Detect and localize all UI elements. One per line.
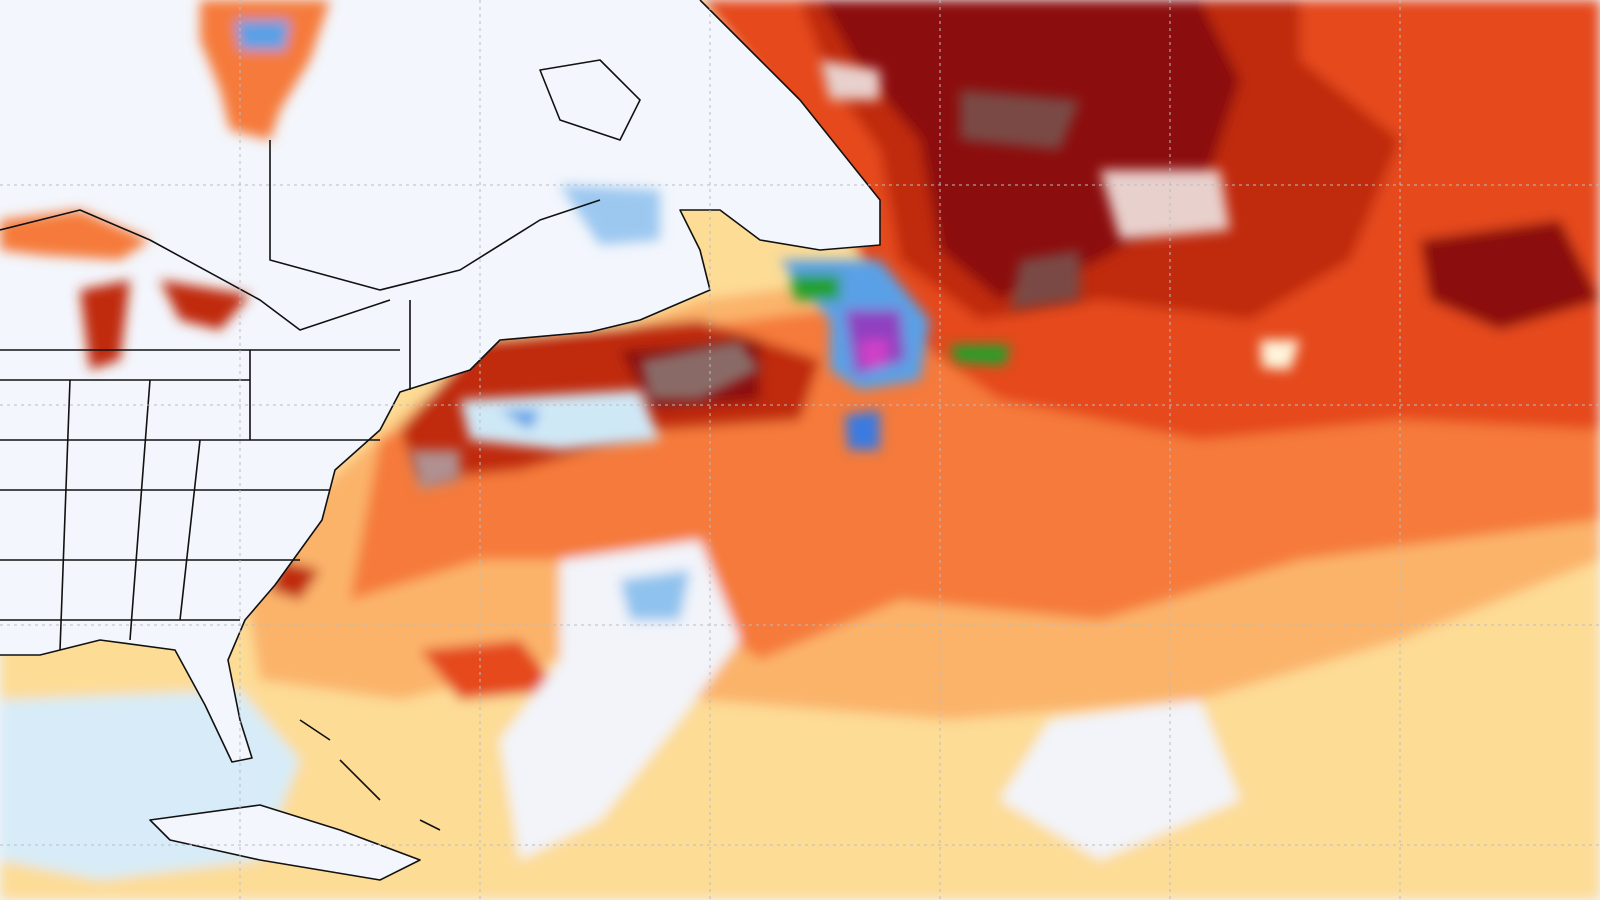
extreme-patch (1420, 220, 1600, 330)
lake-huron (160, 280, 250, 330)
cool-patch (620, 570, 690, 620)
islands (299, 59, 641, 831)
coastline (0, 0, 881, 763)
cuba (150, 805, 420, 880)
warm-patch (420, 640, 560, 700)
very-cold (790, 275, 840, 300)
st-lawrence-cool (560, 185, 660, 245)
brown-blob (960, 90, 1080, 150)
hudson-bay-cool (235, 20, 290, 50)
brown-blob (640, 340, 760, 400)
canada-border (0, 140, 601, 331)
state-lines (0, 300, 411, 651)
brown-blob (410, 450, 460, 490)
pale-blob (820, 60, 880, 100)
pale-patch (1260, 340, 1300, 370)
cuba-coast (149, 804, 421, 881)
pale-blob (1100, 170, 1230, 240)
brown-blob (1010, 250, 1080, 310)
very-cold (950, 345, 1010, 365)
lake-michigan (80, 280, 130, 370)
anomaly-features (410, 60, 1300, 490)
hudson-bay (200, 0, 330, 140)
cold-eddy (845, 410, 880, 450)
extreme-cold-core (860, 340, 890, 368)
lake-anomalies (0, 0, 660, 370)
cold-core (500, 410, 540, 430)
neutral-patch (1000, 700, 1240, 860)
boundaries (0, 0, 881, 881)
lake-superior (0, 210, 150, 260)
cool-eddy (460, 390, 660, 450)
